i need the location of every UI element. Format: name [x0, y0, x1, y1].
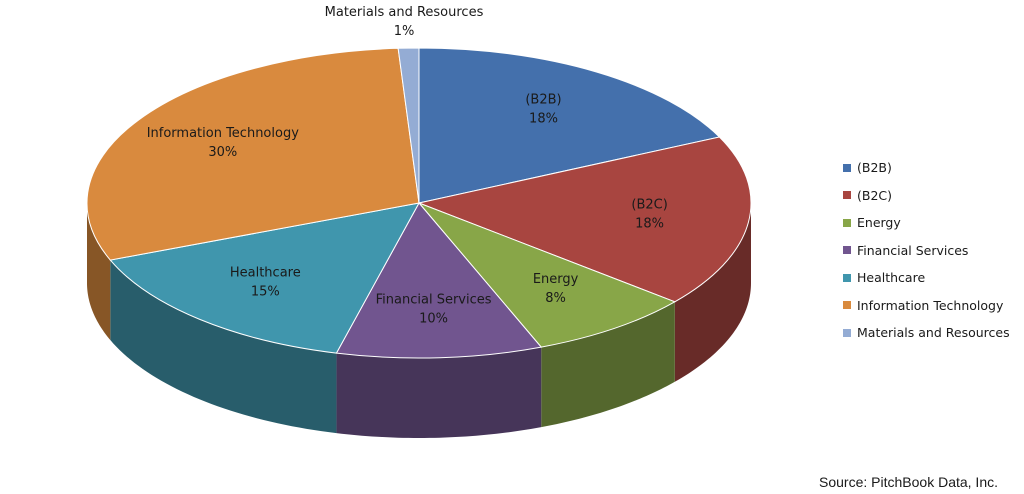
legend-label: (B2B)	[857, 160, 892, 176]
legend-item-financial-services: Financial Services	[843, 237, 1021, 265]
pie-tops	[86, 47, 752, 359]
side-information-technology	[87, 203, 111, 341]
legend-label: Energy	[857, 215, 901, 231]
legend-item-b2c: (B2C)	[843, 182, 1021, 210]
pie-labels: (B2B) 18% (B2C) 18% Energy 8% Financial Servic…	[147, 5, 668, 326]
legend-swatch	[843, 246, 851, 255]
value-materials-and-resources: 1%	[394, 24, 415, 39]
slice-information-technology	[86, 47, 420, 261]
legend: (B2B) (B2C) Energy Financial Services Health…	[843, 154, 1021, 347]
label-financial-services: Financial Services	[376, 292, 492, 307]
slice-materials-and-resources	[397, 47, 420, 204]
legend-swatch	[843, 163, 851, 172]
slice-healthcare	[109, 202, 420, 354]
legend-label: (B2C)	[857, 187, 893, 203]
pie-sides	[87, 203, 751, 438]
legend-label: Healthcare	[857, 270, 926, 286]
value-energy: 8%	[545, 291, 566, 306]
legend-item-information-technology: Information Technology	[843, 292, 1021, 320]
slice-energy	[418, 202, 676, 348]
legend-item-b2b: (B2B)	[843, 154, 1021, 182]
legend-swatch	[843, 301, 851, 310]
legend-item-healthcare: Healthcare	[843, 264, 1021, 292]
side-b2c	[674, 203, 751, 382]
value-information-technology: 30%	[208, 145, 237, 160]
side-financial-services	[336, 347, 542, 438]
label-b2b: (B2B)	[525, 92, 561, 107]
label-b2c: (B2C)	[631, 198, 667, 213]
slice-b2b	[418, 47, 721, 204]
legend-item-energy: Energy	[843, 209, 1021, 237]
value-b2b: 18%	[529, 111, 558, 126]
label-information-technology: Information Technology	[147, 126, 300, 141]
source-note: Source: PitchBook Data, Inc.	[819, 474, 998, 490]
legend-item-materials-and-resources: Materials and Resources	[843, 319, 1021, 347]
slice-financial-services	[335, 202, 543, 359]
legend-label: Materials and Resources	[857, 325, 1010, 341]
label-energy: Energy	[533, 272, 579, 287]
value-healthcare: 15%	[251, 284, 280, 299]
legend-swatch	[843, 273, 851, 282]
legend-label: Information Technology	[857, 297, 1004, 313]
legend-swatch	[843, 191, 851, 200]
side-healthcare	[110, 260, 337, 434]
side-energy	[541, 301, 675, 428]
legend-label: Financial Services	[857, 242, 969, 258]
legend-swatch	[843, 218, 851, 227]
slice-b2c	[417, 136, 752, 303]
value-financial-services: 10%	[419, 311, 448, 326]
label-healthcare: Healthcare	[230, 265, 301, 280]
legend-swatch	[843, 328, 851, 337]
value-b2c: 18%	[635, 217, 664, 232]
label-materials-and-resources: Materials and Resources	[325, 5, 484, 20]
